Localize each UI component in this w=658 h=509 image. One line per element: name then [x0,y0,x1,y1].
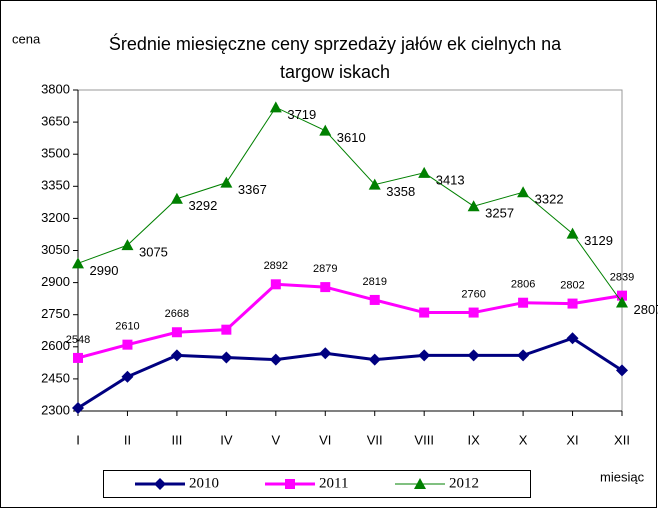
marker [518,297,529,308]
marker [154,478,166,490]
marker [467,349,480,362]
data-label: 3719 [287,107,316,122]
marker [319,347,332,360]
chart-title: targow iskach [280,62,390,82]
y-tick-label: 2750 [41,306,70,321]
data-label: 3257 [485,206,514,221]
marker [414,478,426,489]
data-label: 2819 [362,276,386,288]
data-label: 2548 [66,334,90,346]
marker [220,176,233,188]
y-tick-label: 3050 [41,242,70,257]
y-tick-label: 2450 [41,370,70,385]
marker [221,324,232,335]
marker [170,349,183,362]
series-line [77,282,623,360]
marker [72,257,84,269]
data-label: 3075 [139,245,168,260]
x-tick-label: X [519,432,528,447]
series-line [77,106,623,303]
marker [73,352,83,363]
marker [419,307,430,318]
data-label: 2892 [264,260,288,272]
marker [566,227,579,239]
legend-label: 2012 [449,475,479,491]
marker [616,364,628,377]
marker [418,166,431,178]
marker [170,192,183,204]
x-tick-label: VII [367,432,383,447]
y-tick-label: 3650 [41,114,70,129]
data-label: 2760 [461,288,485,300]
data-label: 2610 [115,321,139,333]
legend-label: 2011 [319,475,348,491]
x-tick-label: IX [467,432,480,447]
marker [368,353,381,366]
marker [285,479,295,489]
data-label: 3610 [337,130,366,145]
marker [72,402,84,415]
marker [269,101,282,113]
x-tick-label: IV [220,432,233,447]
marker [121,239,134,251]
x-tick-label: VI [319,432,331,447]
y-tick-label: 3500 [41,146,70,161]
x-tick-label: XII [614,432,630,447]
data-label: 3358 [386,184,415,199]
data-label: 3322 [535,192,564,207]
marker [368,178,381,190]
marker [319,124,332,136]
y-tick-label: 3350 [41,178,70,193]
x-tick-label: III [171,432,182,447]
y-axis-label: cena [12,31,41,46]
marker [467,200,480,212]
marker [418,349,431,362]
marker [617,290,627,301]
x-tick-label: V [271,432,280,447]
marker [320,282,331,293]
marker [121,370,134,383]
data-label: 2806 [511,279,535,291]
marker [171,327,182,338]
data-label: 2807 [634,302,658,317]
data-label: 3292 [188,198,217,213]
data-label: 2879 [313,263,337,275]
marker [369,294,380,305]
marker [220,351,233,364]
marker [122,339,133,350]
marker [566,332,579,345]
marker [567,298,578,309]
marker [270,279,281,290]
chart-title: Średnie miesięczne ceny sprzedaży jałów … [109,33,562,54]
x-tick-label: XI [566,432,578,447]
marker [616,296,628,308]
data-label: 2839 [610,272,634,284]
marker [468,307,479,318]
x-tick-label: II [124,432,131,447]
y-tick-label: 2900 [41,274,70,289]
x-tick-label: VIII [414,432,434,447]
data-label: 2668 [165,308,189,320]
data-label: 3413 [436,172,465,187]
legend-label: 2010 [189,475,219,491]
data-label: 2802 [560,279,584,291]
data-label: 3367 [238,182,267,197]
y-tick-label: 3800 [41,81,70,96]
marker [517,349,530,362]
x-axis-label: miesiąc [600,469,645,484]
y-tick-label: 3200 [41,210,70,225]
y-tick-label: 2300 [41,402,70,417]
marker [517,186,530,198]
series-line [77,336,623,410]
y-tick-label: 2600 [41,338,70,353]
data-label: 2990 [90,263,119,278]
marker [269,353,282,366]
x-tick-label: I [76,432,80,447]
data-label: 3129 [584,233,613,248]
